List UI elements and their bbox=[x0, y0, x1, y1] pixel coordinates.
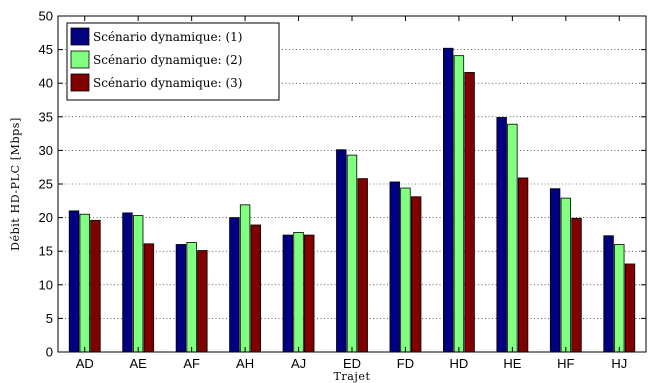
bar bbox=[197, 250, 208, 353]
bar bbox=[410, 196, 422, 353]
x-tick-label: HD bbox=[450, 356, 469, 371]
y-tick-label: 40 bbox=[39, 76, 53, 91]
bar bbox=[549, 188, 561, 353]
x-tick-label: ED bbox=[343, 356, 361, 371]
legend-swatch bbox=[70, 50, 90, 69]
x-tick-label: AH bbox=[236, 356, 254, 371]
y-tick-label: 35 bbox=[39, 109, 53, 124]
y-tick-label: 50 bbox=[39, 9, 53, 24]
bar bbox=[400, 187, 411, 353]
y-tick-label: 45 bbox=[39, 42, 53, 57]
bar bbox=[443, 47, 454, 353]
bar bbox=[336, 149, 347, 353]
bar bbox=[143, 243, 155, 353]
bars bbox=[68, 47, 636, 353]
y-tick-label: 5 bbox=[46, 311, 53, 326]
legend-label: Scénario dynamique: (2) bbox=[93, 53, 242, 67]
bar bbox=[79, 213, 90, 353]
x-tick-label: AJ bbox=[291, 356, 306, 371]
bar bbox=[496, 117, 507, 353]
bar bbox=[304, 234, 315, 353]
bar bbox=[346, 154, 358, 353]
bar bbox=[571, 217, 582, 353]
bar bbox=[517, 177, 529, 353]
bar bbox=[614, 244, 625, 353]
legend: Scénario dynamique: (1) Scénario dynamiqu… bbox=[66, 22, 280, 101]
y-tick-label: 30 bbox=[39, 143, 53, 158]
bar bbox=[389, 181, 400, 353]
y-tick-label: 10 bbox=[39, 277, 53, 292]
y-tick-label: 15 bbox=[39, 244, 53, 259]
y-tick-label: 0 bbox=[46, 345, 53, 360]
bar bbox=[132, 215, 144, 353]
x-tick-label: FD bbox=[397, 356, 414, 371]
bar bbox=[175, 244, 187, 353]
x-tick-label: AF bbox=[183, 356, 200, 371]
x-axis-title: Trajet bbox=[333, 370, 370, 383]
bar bbox=[250, 224, 261, 353]
y-tick-label: 20 bbox=[39, 210, 53, 225]
legend-swatch bbox=[70, 73, 90, 92]
bar bbox=[186, 242, 197, 353]
bar bbox=[624, 263, 636, 353]
ticks: 0 5 10 15 20 25 30 35 40 45 50 AD AE AF AH AJ ED FD HD HE HF… bbox=[39, 9, 646, 371]
y-axis-title: Débit HD-PLC [Mbps] bbox=[9, 117, 22, 251]
y-tick-label: 25 bbox=[39, 177, 53, 192]
bar bbox=[357, 178, 368, 353]
x-tick-label: HE bbox=[503, 356, 521, 371]
bar bbox=[293, 231, 304, 353]
bar bbox=[229, 217, 240, 353]
bar bbox=[122, 212, 133, 353]
bar bbox=[464, 72, 475, 353]
x-tick-label: AD bbox=[76, 356, 94, 371]
x-tick-label: HJ bbox=[611, 356, 627, 371]
bar bbox=[90, 219, 101, 353]
bar bbox=[560, 197, 572, 353]
bar bbox=[603, 235, 614, 353]
legend-label: Scénario dynamique: (3) bbox=[93, 76, 242, 90]
bar bbox=[282, 234, 294, 353]
legend-label: Scénario dynamique: (1) bbox=[93, 30, 242, 44]
bar bbox=[507, 123, 518, 353]
bar bbox=[453, 55, 465, 353]
bar bbox=[68, 210, 80, 353]
x-tick-label: AE bbox=[130, 356, 148, 371]
legend-box bbox=[66, 22, 280, 101]
x-tick-label: HF bbox=[557, 356, 574, 371]
legend-swatch bbox=[70, 27, 90, 46]
bar bbox=[239, 204, 251, 353]
